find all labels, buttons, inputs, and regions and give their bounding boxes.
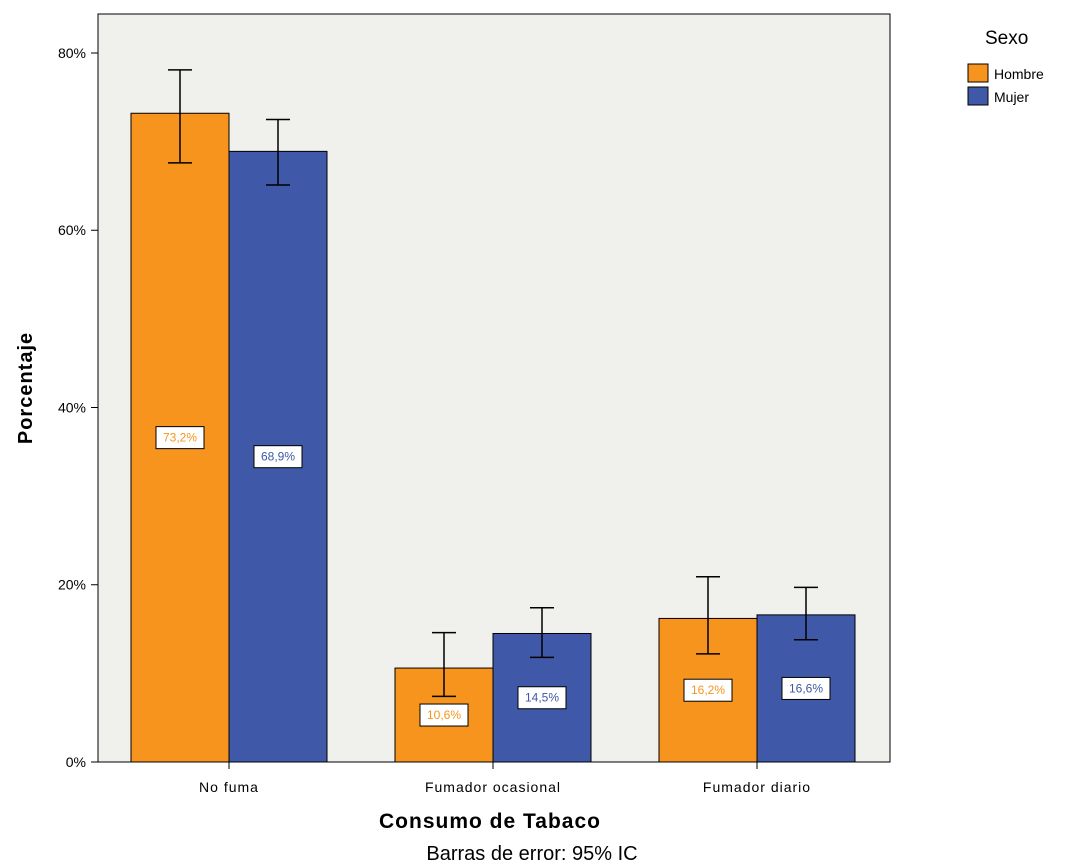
y-tick-label: 60% bbox=[58, 222, 86, 238]
data-label: 73,2% bbox=[163, 431, 197, 445]
data-label-box bbox=[253, 445, 303, 469]
data-label-box bbox=[155, 426, 205, 450]
data-label: 16,2% bbox=[691, 683, 725, 697]
x-tick-label: Fumador ocasional bbox=[425, 779, 561, 795]
data-label: 16,6% bbox=[789, 681, 823, 695]
data-label-box bbox=[419, 703, 469, 727]
legend-title: Sexo bbox=[985, 28, 1028, 49]
data-label-box bbox=[683, 678, 733, 702]
x-tick-label: Fumador diario bbox=[703, 779, 811, 795]
y-axis-title: Porcentaje bbox=[15, 332, 37, 444]
y-tick-label: 80% bbox=[58, 45, 86, 61]
y-tick-label: 0% bbox=[66, 754, 86, 770]
legend-swatch-mujer bbox=[967, 86, 989, 106]
x-tick-label: No fuma bbox=[199, 779, 259, 795]
chart-footnote: Barras de error: 95% IC bbox=[426, 843, 637, 865]
data-label: 10,6% bbox=[427, 708, 461, 722]
x-axis-title: Consumo de Tabaco bbox=[379, 810, 601, 833]
data-label: 68,9% bbox=[261, 450, 295, 464]
data-label: 14,5% bbox=[525, 691, 559, 705]
legend-label-mujer: Mujer bbox=[994, 89, 1029, 105]
data-label-box bbox=[781, 676, 831, 700]
y-tick-label: 40% bbox=[58, 399, 86, 415]
y-tick-label: 20% bbox=[58, 577, 86, 593]
legend-label-hombre: Hombre bbox=[994, 66, 1044, 82]
legend-swatch-hombre bbox=[967, 63, 989, 83]
data-label-box bbox=[517, 686, 567, 710]
